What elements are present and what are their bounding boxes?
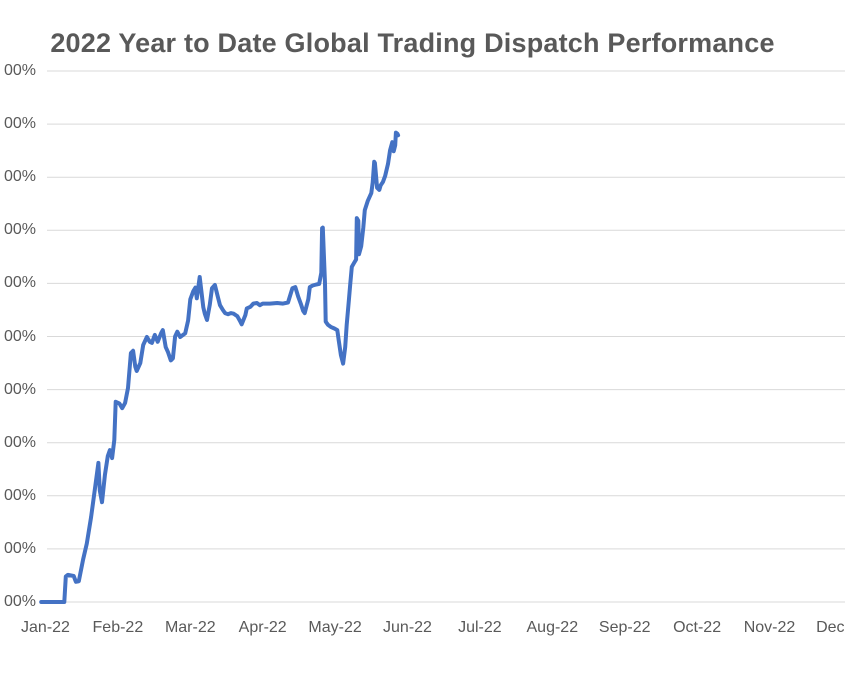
y-axis-tick-label: 00% <box>3 380 36 398</box>
x-axis-tick-label: Jun-22 <box>383 619 432 636</box>
x-axis-tick-label: May-22 <box>308 619 362 636</box>
y-axis-tick-label: 00% <box>3 539 36 557</box>
x-axis-tick-label: Aug-22 <box>526 619 579 636</box>
y-axis-tick-label: 00% <box>3 327 36 345</box>
performance-series-line <box>39 130 401 604</box>
x-axis-tick-label: Sep-22 <box>598 619 651 636</box>
x-axis-tick-label: Oct-22 <box>673 619 722 636</box>
y-axis-tick-label: 00% <box>3 274 36 292</box>
x-axis-tick-label: Mar-22 <box>164 619 216 636</box>
y-axis-tick-label: 00% <box>3 168 36 186</box>
y-axis-tick-label: 00% <box>3 486 36 504</box>
y-axis-tick-label: 00% <box>3 115 36 133</box>
y-axis-tick-label: 00% <box>3 221 36 239</box>
x-axis-tick-label: Nov-22 <box>743 619 796 636</box>
gridlines <box>47 70 845 603</box>
x-axis-tick-label: Feb-22 <box>92 619 144 636</box>
y-axis-tick-label: 00% <box>3 433 36 451</box>
y-axis-tick-label: 00% <box>3 593 36 610</box>
chart-title: 2022 Year to Date Global Trading Dispatc… <box>50 28 775 58</box>
x-axis-tick-label: Dec-22 <box>816 619 845 636</box>
x-axis-tick-label: Jul-22 <box>458 619 502 636</box>
x-axis-tick-label: Apr-22 <box>238 619 287 636</box>
y-axis-tick-label: 00% <box>3 62 36 79</box>
x-axis-tick-label: Jan-22 <box>21 619 70 636</box>
